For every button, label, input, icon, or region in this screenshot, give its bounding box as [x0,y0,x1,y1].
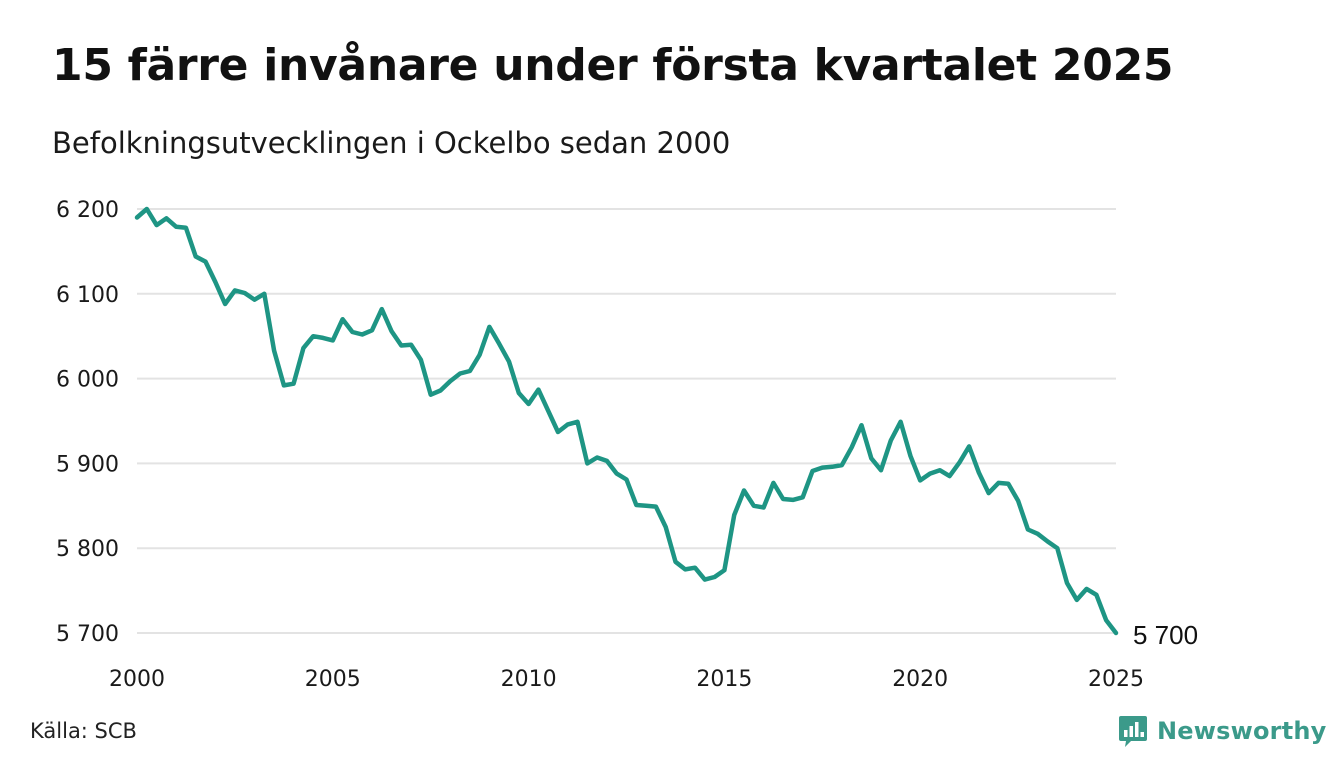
y-axis-labels: 5 700 5 800 5 900 6 000 6 100 6 200 [56,198,119,647]
x-tick-label: 2020 [892,667,948,692]
page-title: 15 färre invånare under första kvartalet… [52,40,1174,91]
end-value-label: 5 700 [1133,620,1198,650]
x-tick-label: 2000 [109,667,165,692]
y-tick-label: 6 100 [56,283,119,308]
y-tick-label: 5 800 [56,537,119,562]
x-axis-labels: 2000 2005 2010 2015 2020 2025 [109,667,1144,692]
x-tick-label: 2005 [305,667,361,692]
y-tick-label: 6 200 [56,198,119,223]
brand-name: Newsworthy [1157,717,1327,745]
series-line [134,206,1119,636]
y-tick-label: 5 700 [56,622,119,647]
x-tick-label: 2010 [501,667,557,692]
brand-logo: Newsworthy [1118,714,1327,748]
newsworthy-chart-bubble-icon [1119,716,1147,747]
page-subtitle: Befolkningsutvecklingen i Ockelbo sedan … [52,126,731,160]
x-tick-label: 2015 [696,667,752,692]
source-note: Källa: SCB [30,719,137,743]
grid-lines [137,208,1116,634]
y-tick-label: 5 900 [56,452,119,477]
x-tick-label: 2025 [1088,667,1144,692]
y-tick-label: 6 000 [56,368,119,393]
